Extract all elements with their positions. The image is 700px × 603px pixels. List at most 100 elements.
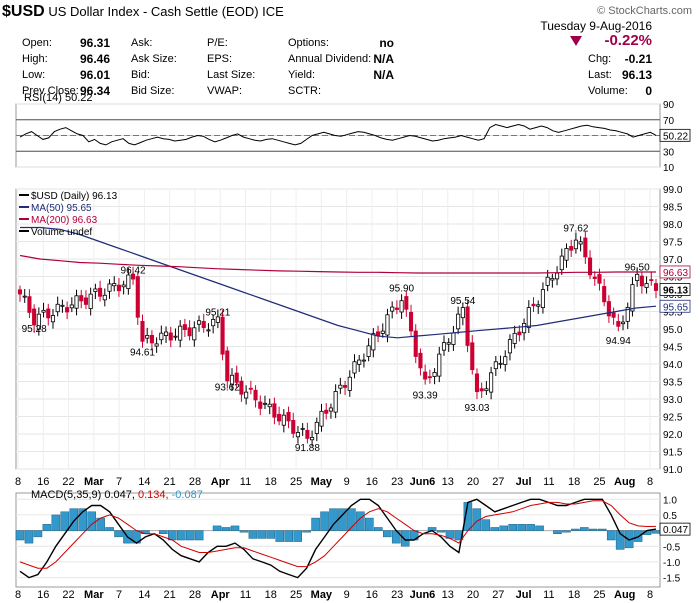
candle-body [465,306,470,346]
price-annotation: 94.61 [130,348,155,359]
macd-x-tick-label: 9 [344,589,350,601]
candle-body [286,411,291,422]
price-tick-label: 95.0 [663,325,683,336]
price-legend-entry: Volume undef [31,227,92,238]
candle-body [187,327,192,337]
candle-body [437,353,442,377]
quote-value: N/A [373,52,394,66]
macd-hist-bar [490,527,500,531]
rsi-current-label: 50.22 [663,131,688,142]
candle-body [644,283,649,288]
candle-body [248,387,253,390]
candle-body [83,297,89,305]
macd-x-tick-label: 14 [138,589,150,601]
candle-body [343,385,348,388]
macd-x-tick-label: 16 [366,589,378,601]
candle-body [517,331,522,336]
candle-body [451,332,456,345]
macd-hist-bar [311,517,320,531]
quote-label: Annual Dividend: [288,53,372,65]
quote-label: Yield: [288,69,316,81]
candle-body [154,343,159,347]
x-tick-label: 16 [366,476,378,488]
candle-body [531,303,536,307]
price-tick-label: 98.5 [663,203,683,214]
rsi-tick-label: 70 [663,116,675,127]
macd-legend-part: 0.134, [138,489,172,501]
quote-value: N/A [373,68,394,82]
candle-body [625,307,630,322]
candle-body [229,374,235,386]
price-tick-label: 93.5 [663,378,683,389]
price-annotation: 95.90 [389,284,414,295]
candle-body [192,327,197,341]
x-tick-label: 22 [62,476,74,488]
macd-hist-bar [60,511,70,531]
legend-swatch [19,230,29,232]
macd-x-tick-label: 25 [290,589,302,601]
rsi-tick-label: 10 [663,163,675,174]
candle-body [394,307,399,310]
rsi-current-box [659,128,691,142]
candle-body [564,248,569,261]
price-annotation: 95.28 [22,324,47,335]
quote-label: Chg: [588,53,612,65]
candle-body [262,402,268,405]
macd-hist-bar [499,525,508,531]
ma200-tag: 96.63 [663,268,688,279]
candle-body [597,274,602,284]
candle-body [366,345,371,357]
candle-body [611,312,616,318]
candle-body [182,324,187,331]
rsi-tick-label: 90 [663,100,675,111]
macd-hist-bar [176,530,186,541]
rsi-line [19,123,657,146]
candle-body [32,308,37,326]
candle-body [107,283,112,292]
macd-x-tick-label: 7 [116,589,122,601]
macd-x-tick-label: 21 [164,589,176,601]
macd-hist-bar [194,530,204,541]
candle-body [573,239,578,250]
change-percent: -0.22% [604,32,652,49]
candle-body [399,300,404,313]
candle-body [578,241,583,245]
x-tick-label: 11 [240,476,251,488]
last-price-tag: 96.13 [663,285,688,296]
candle-body [357,359,362,365]
quote-value: 96.13 [621,68,652,82]
candle-body [281,414,286,426]
macd-x-tick-label: 27 [492,589,504,601]
price-annotation: 93.39 [413,390,438,401]
price-tick-label: 99.0 [663,185,683,196]
candle-body [305,429,310,439]
candle-body [441,342,447,351]
price-tick-label: 95.5 [663,308,683,319]
macd-hist-bar [78,508,87,531]
macd-x-tick-label: 8 [15,589,21,601]
candle-body [333,391,338,413]
macd-legend-part: 0.047, [104,489,138,501]
quote-label: Ask Size: [131,53,177,65]
candle-body [196,320,202,325]
ma50-tag-box [659,299,691,313]
macd-hist-bar [275,530,285,542]
candle-body [244,391,249,399]
candle-body [201,321,206,329]
quote-label: Options: [288,37,329,49]
macd-x-tick-label: 20 [467,589,479,601]
candle-body [145,335,150,339]
macd-hist-bar [257,530,267,539]
macd-hist-bar [615,530,625,550]
price-legend-entry: $USD (Daily) 96.13 [31,191,118,202]
candle-body [606,301,611,317]
quote-label: Last: [588,69,612,81]
candle-body [50,315,56,323]
candle-body [41,309,46,313]
last-price-tag-box [659,283,691,296]
price-tick-label: 97.0 [663,255,683,266]
candle-body [215,316,220,323]
candle-body [418,352,423,369]
quote-label: Open: [22,37,52,49]
candle-body [408,311,414,332]
